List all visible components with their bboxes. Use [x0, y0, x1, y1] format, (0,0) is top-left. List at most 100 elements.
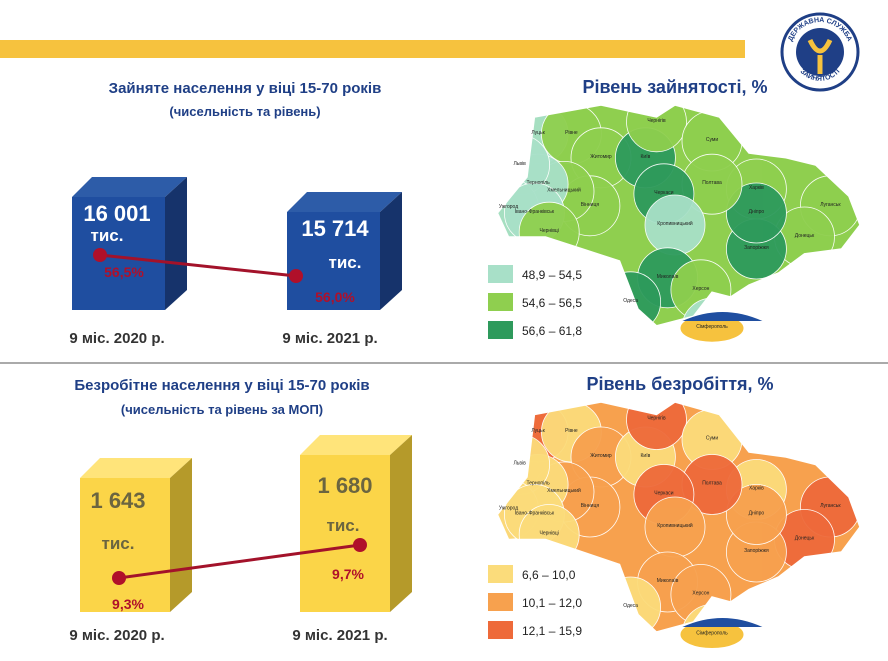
legend-swatch — [488, 293, 513, 311]
region-label: Луцьк — [531, 428, 545, 434]
region-label: Івано-Франківськ — [515, 511, 555, 517]
region-label: Луганськ — [820, 503, 841, 509]
region-label: Миколаїв — [657, 274, 679, 280]
legend-label: 48,9 – 54,5 — [522, 268, 582, 282]
period: 9 міс. 2021 р. — [292, 627, 387, 644]
dot — [289, 269, 303, 283]
legend-swatch — [488, 265, 513, 283]
map-title: Рівень зайнятості, % — [582, 77, 767, 97]
map: Луцьк Рівне Житомир Київ Чернігів Суми Харків Л… — [488, 104, 861, 343]
legend-label: 56,6 – 61,8 — [522, 324, 582, 338]
map-title: Рівень безробіття, % — [586, 374, 773, 394]
region-label: Київ — [641, 154, 651, 160]
region-label: Ужгород — [499, 506, 518, 512]
region-label: Хмельницький — [547, 186, 581, 193]
region-label: Дніпро — [749, 511, 765, 517]
legend-label: 54,6 – 56,5 — [522, 296, 582, 310]
region-label: Запоріжжя — [744, 245, 769, 251]
region-label: Вінниця — [581, 202, 600, 208]
section-title: Зайняте населення у віці 15-70 років — [109, 80, 382, 97]
crimea-top — [682, 312, 763, 321]
region-label: Хмельницький — [547, 487, 581, 494]
legend-swatch — [488, 565, 513, 583]
rate: 56,5% — [104, 264, 144, 280]
connector — [118, 543, 361, 580]
map: Луцьк Рівне Житомир Київ Чернігів Суми Харків Л… — [488, 401, 861, 649]
region-label: Житомир — [590, 154, 612, 160]
region-label: Суми — [706, 436, 718, 442]
legend-label: 10,1 – 12,0 — [522, 596, 582, 610]
legend-swatch — [488, 321, 513, 339]
region — [726, 484, 787, 545]
region-label: Сімферополь — [696, 631, 728, 637]
unit: тис. — [91, 226, 124, 245]
region-label: Рівне — [565, 428, 578, 434]
section-subtitle: (чисельність та рівень) — [169, 104, 320, 119]
region-label: Херсон — [692, 286, 709, 292]
count: 1 680 — [317, 473, 372, 498]
region-label: Чернівці — [539, 531, 558, 537]
count: 15 714 — [301, 216, 369, 241]
region-label: Луцьк — [531, 130, 545, 136]
region-label: Луганськ — [820, 202, 841, 208]
region-label: Чернігів — [647, 118, 666, 124]
count: 1 643 — [90, 488, 145, 513]
region-label: Херсон — [692, 591, 709, 597]
region-label: Харків — [749, 486, 764, 492]
header-bar — [0, 40, 745, 58]
region-label: Ужгород — [499, 204, 518, 210]
region-label: Одеса — [623, 603, 638, 609]
rate: 9,7% — [332, 566, 364, 582]
region-label: Тернопіль — [526, 481, 550, 487]
period: 9 міс. 2021 р. — [282, 330, 377, 347]
dot — [93, 248, 107, 262]
region-label: Львів — [513, 461, 526, 467]
cube — [80, 435, 412, 612]
region-label: Кропивницький — [657, 220, 693, 227]
region-label: Чернівці — [539, 228, 558, 234]
region-label: Одеса — [623, 298, 638, 304]
region-label: Запоріжжя — [744, 548, 769, 554]
rate: 9,3% — [112, 596, 144, 612]
map-border — [496, 104, 861, 327]
section-title: Безробітне населення у віці 15-70 років — [74, 377, 369, 394]
legend-swatch — [488, 621, 513, 639]
region-label: Харків — [749, 185, 764, 191]
legend-label: 6,6 – 10,0 — [522, 568, 576, 582]
legend-label: 12,1 – 15,9 — [522, 624, 582, 638]
connector — [99, 253, 297, 278]
period: 9 міс. 2020 р. — [69, 330, 164, 347]
region-label: Тернопіль — [526, 180, 550, 186]
unit: тис. — [329, 253, 362, 272]
region-label: Івано-Франківськ — [515, 209, 555, 215]
region-label: Київ — [641, 453, 651, 459]
section-subtitle: (чисельність та рівень за МОП) — [121, 402, 323, 417]
region-label: Черкаси — [654, 491, 673, 497]
region-label: Донецьк — [795, 536, 815, 542]
unit: тис. — [102, 534, 135, 553]
unit: тис. — [327, 516, 360, 535]
region-label: Кропивницький — [657, 522, 693, 529]
dot — [112, 571, 126, 585]
logo: ДЕРЖАВНА СЛУЖБА ЗАЙНЯТОСТІ — [780, 12, 860, 92]
map-border — [496, 401, 861, 633]
region-label: Чернігів — [647, 416, 666, 422]
region — [726, 182, 787, 244]
region-label: Львів — [513, 161, 526, 167]
rate: 56,0% — [315, 289, 355, 305]
legend-swatch — [488, 593, 513, 611]
cube — [72, 177, 402, 310]
region-label: Дніпро — [749, 209, 765, 215]
region-label: Вінниця — [581, 503, 600, 509]
dot — [353, 538, 367, 552]
crimea-top — [682, 618, 763, 627]
region-label: Сімферополь — [696, 324, 728, 330]
region-label: Суми — [706, 137, 718, 143]
count: 16 001 — [83, 201, 150, 226]
period: 9 міс. 2020 р. — [69, 627, 164, 644]
region-label: Полтава — [702, 180, 722, 186]
region-label: Полтава — [702, 481, 722, 487]
region-label: Миколаїв — [657, 578, 679, 584]
region-label: Житомир — [590, 453, 612, 459]
